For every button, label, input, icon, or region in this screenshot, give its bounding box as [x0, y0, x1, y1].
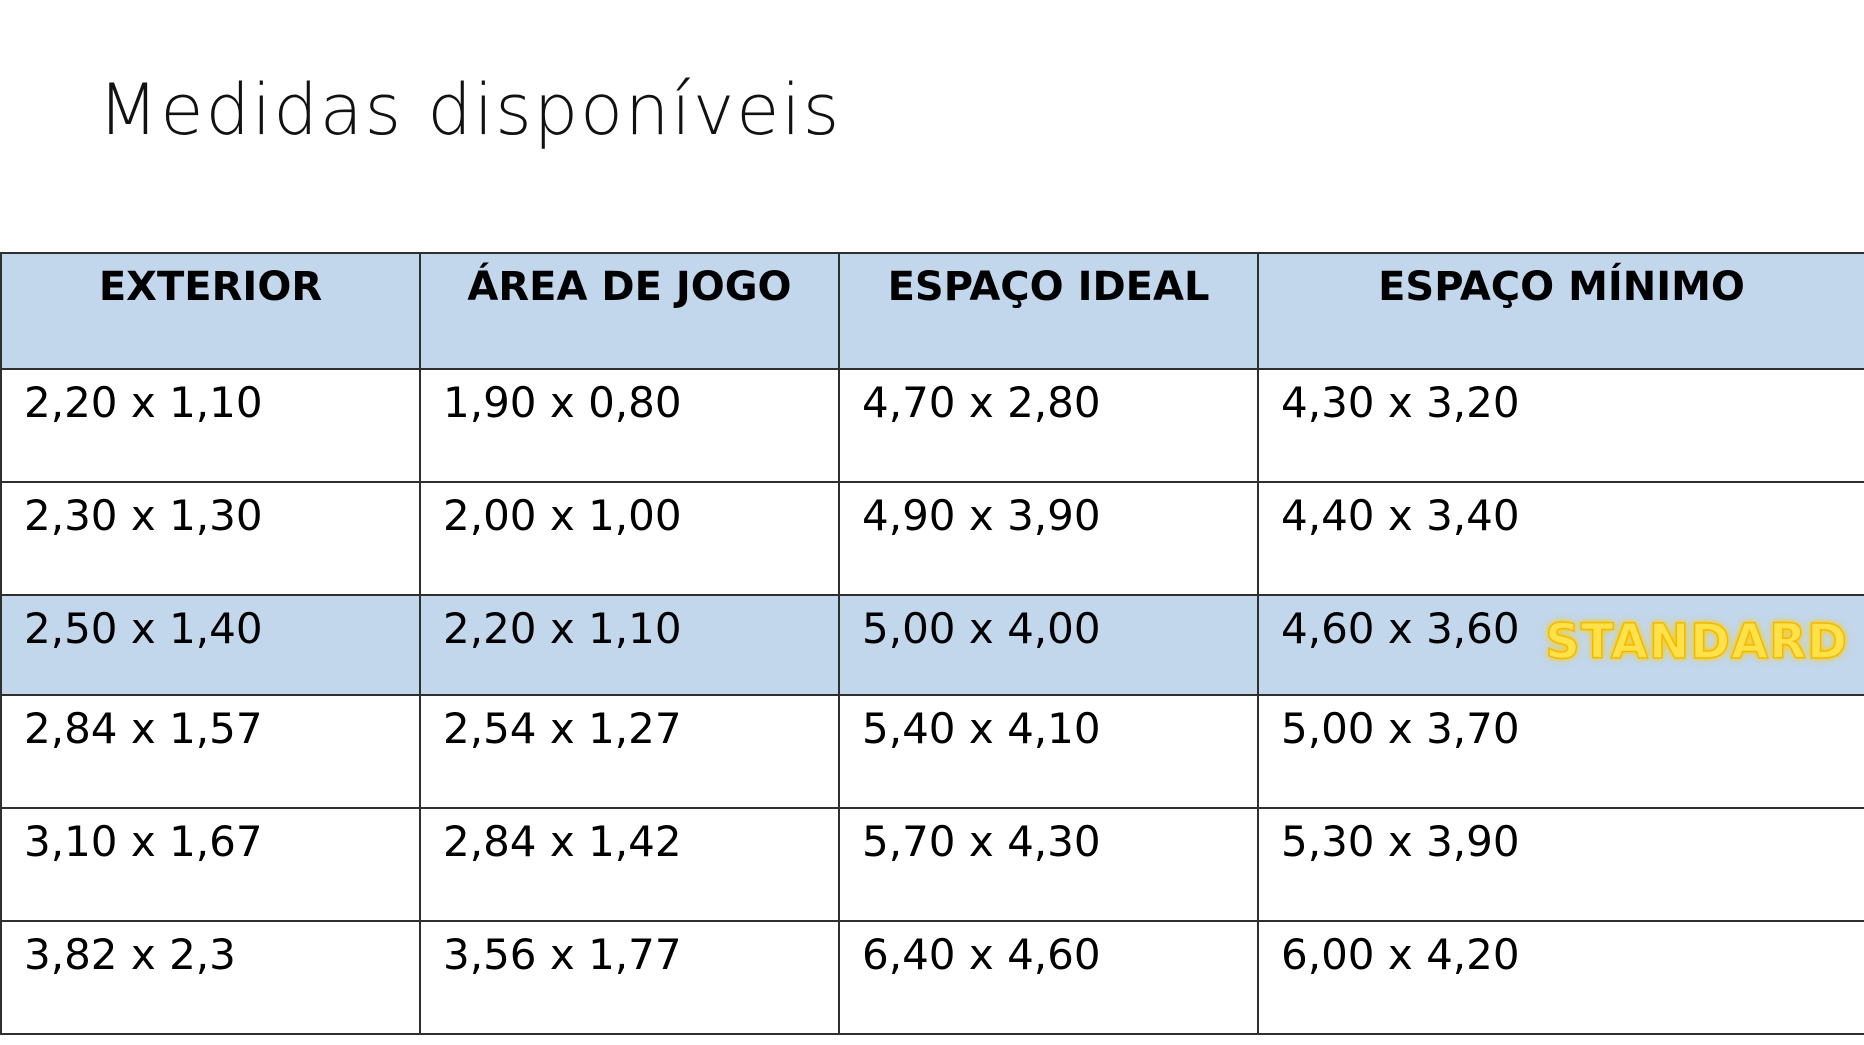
cell-espaco-ideal: 5,70 x 4,30 — [838, 807, 1259, 922]
cell-espaco-ideal: 5,00 x 4,00 — [838, 594, 1259, 696]
cell-espaco-minimo: 4,30 x 3,20 — [1257, 368, 1864, 483]
cell-espaco-minimo: 5,30 x 3,90 — [1257, 807, 1864, 922]
cell-espaco-minimo-standard: 4,60 x 3,60 STANDARD — [1257, 594, 1864, 696]
header-area-de-jogo: ÁREA DE JOGO — [419, 252, 840, 370]
table-row: 2,20 x 1,10 1,90 x 0,80 4,70 x 2,80 4,30… — [0, 368, 1864, 483]
standard-badge: STANDARD — [1545, 613, 1848, 671]
header-espaco-ideal: ESPAÇO IDEAL — [838, 252, 1259, 370]
table-row-standard: 2,50 x 1,40 2,20 x 1,10 5,00 x 4,00 4,60… — [0, 594, 1864, 696]
cell-espaco-minimo-value: 4,60 x 3,60 — [1281, 604, 1520, 653]
cell-espaco-ideal: 6,40 x 4,60 — [838, 920, 1259, 1035]
table-row: 2,84 x 1,57 2,54 x 1,27 5,40 x 4,10 5,00… — [0, 694, 1864, 809]
table-row: 3,82 x 2,3 3,56 x 1,77 6,40 x 4,60 6,00 … — [0, 920, 1864, 1035]
table-header-row: EXTERIOR ÁREA DE JOGO ESPAÇO IDEAL ESPAÇ… — [0, 252, 1864, 370]
cell-area-de-jogo: 2,54 x 1,27 — [419, 694, 840, 809]
cell-espaco-minimo: 4,40 x 3,40 — [1257, 481, 1864, 596]
cell-area-de-jogo: 3,56 x 1,77 — [419, 920, 840, 1035]
cell-exterior: 2,50 x 1,40 — [0, 594, 421, 696]
cell-espaco-minimo: 5,00 x 3,70 — [1257, 694, 1864, 809]
header-exterior: EXTERIOR — [0, 252, 421, 370]
cell-area-de-jogo: 1,90 x 0,80 — [419, 368, 840, 483]
cell-area-de-jogo: 2,00 x 1,00 — [419, 481, 840, 596]
cell-exterior: 3,10 x 1,67 — [0, 807, 421, 922]
cell-exterior: 3,82 x 2,3 — [0, 920, 421, 1035]
cell-espaco-ideal: 5,40 x 4,10 — [838, 694, 1259, 809]
cell-area-de-jogo: 2,20 x 1,10 — [419, 594, 840, 696]
cell-exterior: 2,84 x 1,57 — [0, 694, 421, 809]
cell-espaco-ideal: 4,70 x 2,80 — [838, 368, 1259, 483]
cell-exterior: 2,30 x 1,30 — [0, 481, 421, 596]
table-row: 2,30 x 1,30 2,00 x 1,00 4,90 x 3,90 4,40… — [0, 481, 1864, 596]
cell-area-de-jogo: 2,84 x 1,42 — [419, 807, 840, 922]
cell-exterior: 2,20 x 1,10 — [0, 368, 421, 483]
cell-espaco-ideal: 4,90 x 3,90 — [838, 481, 1259, 596]
header-espaco-minimo: ESPAÇO MÍNIMO — [1257, 252, 1864, 370]
table-row: 3,10 x 1,67 2,84 x 1,42 5,70 x 4,30 5,30… — [0, 807, 1864, 922]
cell-espaco-minimo: 6,00 x 4,20 — [1257, 920, 1864, 1035]
sizes-table: EXTERIOR ÁREA DE JOGO ESPAÇO IDEAL ESPAÇ… — [0, 252, 1864, 1035]
page-title: Medidas disponíveis — [98, 69, 842, 151]
